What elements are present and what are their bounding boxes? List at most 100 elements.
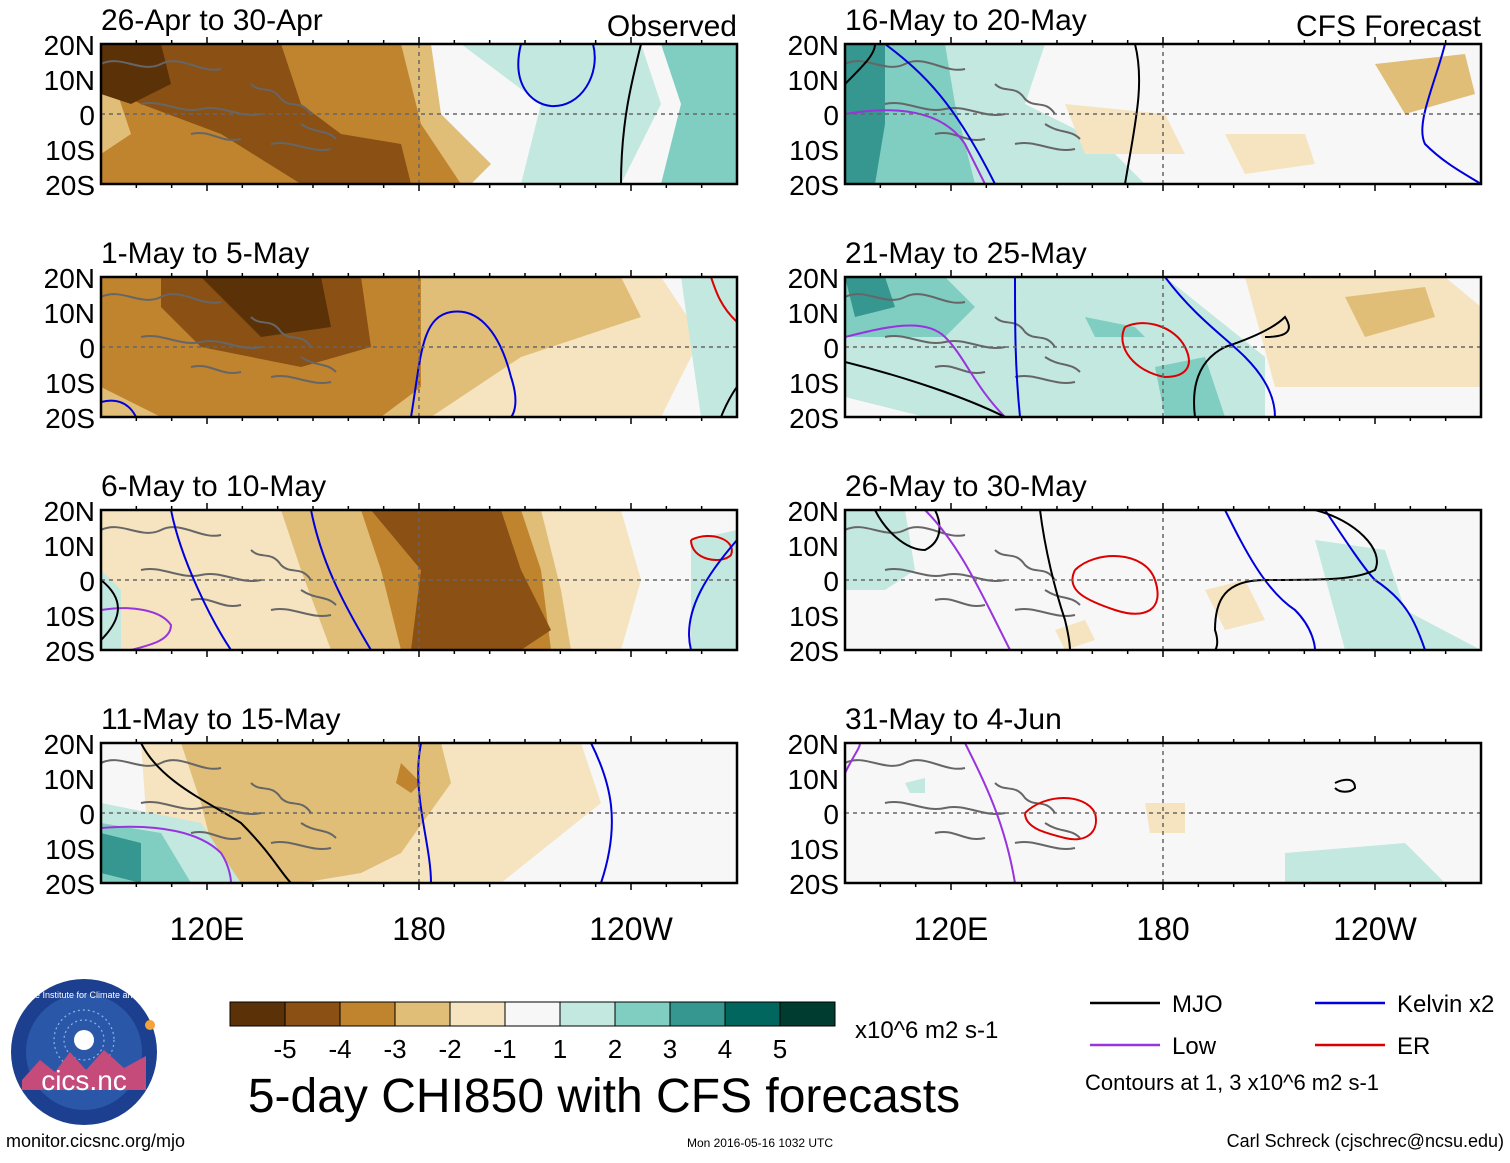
contour-line <box>410 310 517 417</box>
coastline <box>190 131 242 142</box>
coastline <box>270 841 332 850</box>
coastline <box>1044 822 1081 839</box>
colorbar-swatch <box>669 1001 726 1027</box>
panel-period: 16-May to 20-May <box>845 4 1087 37</box>
chart-title: 5-day CHI850 with CFS forecasts <box>248 1070 960 1123</box>
lat-tick-label: 20N <box>788 729 839 760</box>
logo-ring-text: Cooperative Institute for Climate and Sa… <box>0 990 177 1000</box>
panel-tag: CFS Forecast <box>1296 10 1482 43</box>
colorbar-swatch <box>724 1001 781 1027</box>
colorbar-swatch <box>339 1001 396 1027</box>
contour-line <box>1224 510 1316 650</box>
footer-author: Carl Schreck (cjschrec@ncsu.edu) <box>1227 1131 1504 1151</box>
colorbar-label: 1 <box>553 1034 567 1064</box>
panel-period: 21-May to 25-May <box>845 237 1087 270</box>
coastline <box>300 822 337 839</box>
coastline <box>190 597 242 608</box>
contour-line <box>590 743 613 883</box>
contour-line <box>690 535 733 561</box>
logo-text: cics.nc <box>41 1065 127 1096</box>
lat-tick-label: 10N <box>44 65 95 96</box>
coastline <box>994 316 1056 348</box>
anomaly-region <box>101 833 141 883</box>
cicsnc-logo: Cooperative Institute for Climate and Sa… <box>0 979 177 1125</box>
colorbar-label: -3 <box>383 1034 406 1064</box>
anomaly-region <box>1315 540 1481 650</box>
coastline <box>250 83 312 115</box>
lat-tick-label: 0 <box>823 799 839 830</box>
contour-line <box>170 510 232 650</box>
coastline <box>270 608 332 617</box>
lat-tick-label: 20S <box>789 636 839 667</box>
coastline <box>300 123 337 140</box>
anomaly-region <box>101 570 121 650</box>
coastline <box>934 364 986 375</box>
legend-label: Kelvin x2 <box>1397 991 1494 1018</box>
lat-tick-label: 20S <box>789 403 839 434</box>
coastline <box>845 759 966 770</box>
contour-line <box>1071 555 1159 615</box>
panel-period: 31-May to 4-Jun <box>845 703 1062 736</box>
colorbar-swatch <box>284 1001 341 1027</box>
contour-line <box>1039 510 1071 650</box>
anomaly-region <box>1285 843 1445 883</box>
contour-line <box>1121 322 1190 379</box>
lat-tick-label: 10S <box>789 368 839 399</box>
lat-tick-label: 0 <box>79 799 95 830</box>
lat-tick-label: 20S <box>789 869 839 900</box>
contour-line <box>1421 44 1481 184</box>
lat-tick-label: 20S <box>45 170 95 201</box>
coastline <box>934 830 986 841</box>
anomaly-region <box>1375 54 1475 114</box>
coastline <box>1014 841 1076 850</box>
contour-line <box>1024 797 1097 841</box>
anomaly-region <box>1055 620 1095 650</box>
coastline <box>994 83 1056 115</box>
lat-tick-label: 0 <box>823 333 839 364</box>
anomaly-region <box>181 743 451 883</box>
coastline <box>1044 356 1081 373</box>
contour-line <box>140 743 292 883</box>
lat-tick-label: 20N <box>44 263 95 294</box>
sun-icon <box>145 1020 155 1030</box>
footer-url: monitor.cicsnc.org/mjo <box>6 1131 185 1151</box>
coastline <box>190 830 242 841</box>
lat-tick-label: 10N <box>788 531 839 562</box>
colorbar-units: x10^6 m2 s-1 <box>855 1017 998 1044</box>
coastline <box>994 549 1056 581</box>
lat-tick-label: 10N <box>788 764 839 795</box>
lat-tick-label: 10S <box>789 601 839 632</box>
contour-line <box>845 109 986 184</box>
panel-period: 26-Apr to 30-Apr <box>101 4 323 37</box>
coastline <box>1014 142 1076 151</box>
coastline <box>300 589 337 606</box>
anomaly-region <box>1345 287 1435 337</box>
lat-tick-label: 10S <box>789 834 839 865</box>
colorbar-label: -5 <box>273 1034 296 1064</box>
coastline <box>300 356 337 373</box>
colorbar-label: 5 <box>773 1034 787 1064</box>
anomaly-region <box>1225 134 1315 174</box>
lat-tick-label: 10S <box>789 135 839 166</box>
panel-5: 16-May to 20-May CFS Forecast 20N 10N 0 10S 20… <box>788 4 1483 201</box>
coastline <box>845 293 966 304</box>
colorbar-label: -2 <box>438 1034 461 1064</box>
coastline <box>250 549 312 581</box>
colorbar-swatch <box>559 1001 616 1027</box>
coastline <box>140 102 262 116</box>
coastline <box>250 316 312 348</box>
anomaly-region <box>396 763 421 793</box>
coastline <box>1014 375 1076 384</box>
lat-tick-label: 0 <box>823 100 839 131</box>
legend-label: Low <box>1172 1033 1217 1060</box>
lat-tick-label: 10S <box>45 834 95 865</box>
lat-tick-label: 10N <box>44 298 95 329</box>
coastline <box>1014 608 1076 617</box>
lat-tick-label: 20N <box>788 263 839 294</box>
